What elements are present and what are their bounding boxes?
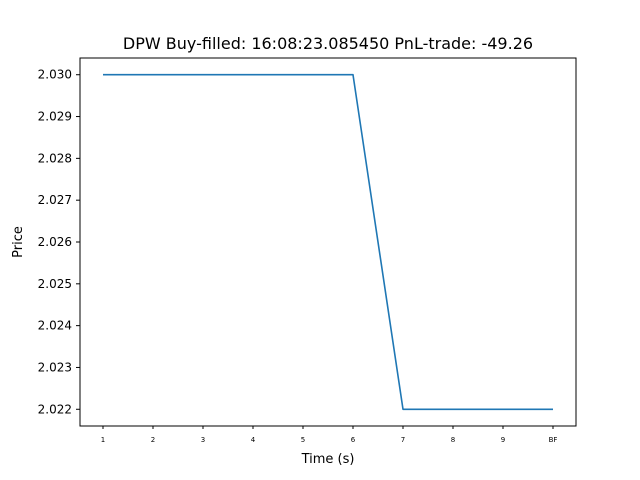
y-tick-label: 2.024: [38, 319, 72, 333]
y-axis: 2.022 2.023 2.024 2.025 2.026 2.027 2.028 2.029…: [38, 68, 80, 416]
x-tick-label: 1: [101, 436, 105, 444]
y-tick-label: 2.030: [38, 68, 72, 82]
x-axis-label: Time (s): [301, 452, 355, 467]
plot-area: [79, 57, 577, 427]
price-line: [103, 73, 553, 411]
x-tick-label: 3: [201, 436, 205, 444]
x-tick-label: 7: [401, 436, 405, 444]
x-tick-label: BF: [549, 436, 558, 444]
y-tick-label: 2.023: [38, 360, 72, 374]
x-tick-label: 4: [251, 436, 256, 444]
x-tick-label: 9: [501, 436, 505, 444]
y-tick-label: 2.027: [38, 193, 72, 207]
x-tick-label: 6: [351, 436, 356, 444]
y-tick-label: 2.029: [38, 110, 72, 124]
y-tick-label: 2.028: [38, 151, 72, 165]
y-tick-label: 2.025: [38, 277, 72, 291]
x-tick-label: 2: [151, 436, 155, 444]
y-axis-label: Price: [11, 226, 26, 258]
x-tick-label: 8: [451, 436, 455, 444]
x-axis: 1 2 3 4 5 6 7 8 9 BF: [101, 426, 558, 444]
y-tick-label: 2.022: [38, 402, 72, 416]
x-tick-label: 5: [301, 436, 305, 444]
series-group: [103, 73, 553, 411]
chart-title: DPW Buy-filled: 16:08:23.085450 PnL-trad…: [123, 34, 533, 53]
y-tick-label: 2.026: [38, 235, 72, 249]
